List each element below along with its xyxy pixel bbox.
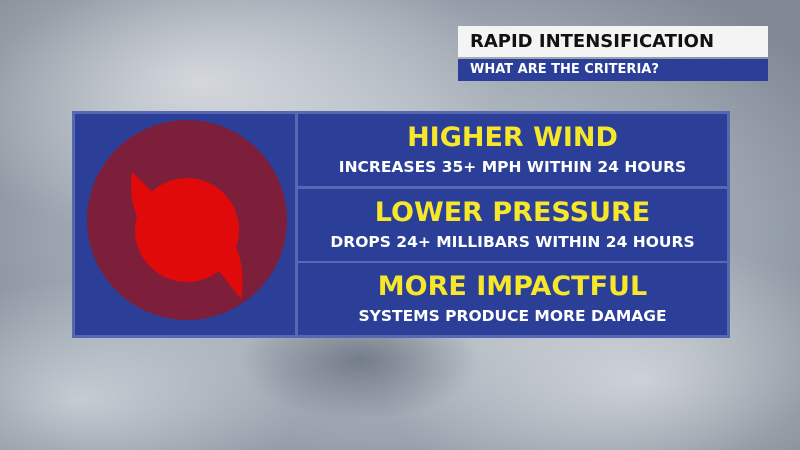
criterion-row: HIGHER WIND INCREASES 35+ MPH WITHIN 24 H…	[298, 114, 727, 186]
icon-cell	[75, 114, 295, 335]
icon-core	[135, 178, 239, 282]
criterion-row: LOWER PRESSURE DROPS 24+ MILLIBARS WITHIN…	[298, 188, 727, 261]
criterion-row: MORE IMPACTFUL SYSTEMS PRODUCE MORE DAMAG…	[298, 263, 727, 335]
criterion-description: SYSTEMS PRODUCE MORE DAMAGE	[358, 307, 667, 325]
header-title: RAPID INTENSIFICATION	[458, 26, 768, 57]
criteria-rows: HIGHER WIND INCREASES 35+ MPH WITHIN 24 H…	[298, 114, 727, 335]
header-subtitle: WHAT ARE THE CRITERIA?	[458, 59, 768, 81]
criterion-title: MORE IMPACTFUL	[377, 271, 648, 302]
criterion-title: LOWER PRESSURE	[374, 196, 651, 228]
criteria-panel: HIGHER WIND INCREASES 35+ MPH WITHIN 24 H…	[72, 111, 730, 338]
criterion-title: HIGHER WIND	[407, 122, 618, 153]
criterion-description: DROPS 24+ MILLIBARS WITHIN 24 HOURS	[330, 232, 695, 251]
hurricane-icon	[87, 120, 287, 320]
criterion-description: INCREASES 35+ MPH WITHIN 24 HOURS	[338, 158, 687, 176]
